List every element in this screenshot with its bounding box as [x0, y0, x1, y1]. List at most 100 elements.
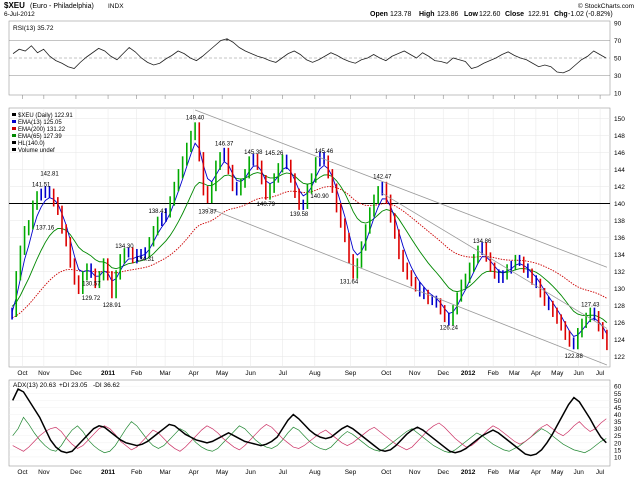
adx-tick-label: 30 [614, 426, 622, 433]
price-annotation: 137.16 [36, 226, 55, 232]
x-axis-label-price: Mar [509, 370, 521, 377]
adx-tick-label: 20 [614, 440, 622, 447]
price-annotation: 149.40 [186, 116, 205, 122]
price-annotation: 145.46 [315, 149, 334, 155]
legend-swatch [12, 127, 16, 130]
price-tick-label: 140 [614, 201, 625, 208]
price-tick-label: 134 [614, 252, 625, 259]
x-axis-label-adx: Feb [488, 469, 500, 476]
adx-tick-label: 15 [614, 447, 622, 454]
x-axis-label-adx: Jun [245, 469, 256, 476]
adx-tick-label: 35 [614, 419, 622, 426]
price-annotation: 126.24 [440, 325, 459, 331]
price-annotation: 122.88 [564, 354, 583, 360]
x-axis-label-price: Dec [437, 370, 449, 377]
price-tick-label: 150 [614, 116, 625, 123]
open-label: Open [370, 11, 388, 18]
rsi-tick-label: 10 [614, 91, 622, 98]
low-label: Low [464, 11, 479, 18]
price-annotation: 129.72 [82, 296, 101, 302]
x-axis-label-adx: Oct [17, 469, 27, 476]
x-axis-label-price: Nov [38, 370, 50, 377]
price-legend-entry: HL(140.0) [18, 141, 45, 147]
price-annotation: 130.57 [82, 282, 101, 288]
open-value: 123.78 [390, 11, 412, 18]
price-annotation: 139.58 [290, 212, 309, 218]
price-annotation: 142.81 [40, 172, 59, 178]
price-annotation: 146.37 [215, 141, 234, 147]
x-axis-label-price: 2012 [461, 370, 476, 377]
legend-swatch [12, 120, 16, 123]
legend-swatch [12, 148, 16, 151]
x-axis-label-adx: 2012 [461, 469, 476, 476]
x-axis-label-adx: May [216, 469, 229, 476]
x-axis-label-price: 2011 [101, 370, 115, 377]
adx-tick-label: 40 [614, 412, 622, 419]
x-axis-label-adx: Jun [573, 469, 584, 476]
price-tick-label: 148 [614, 133, 625, 140]
x-axis-label-price: Aug [309, 370, 321, 377]
price-annotation: 134.30 [115, 244, 134, 250]
x-axis-label-adx: Apr [531, 469, 542, 476]
legend-swatch [12, 113, 16, 116]
price-legend-entry: EMA(200) 131.22 [18, 127, 66, 133]
rsi-tick-label: 70 [614, 38, 622, 45]
high-value: 123.86 [437, 11, 459, 18]
close-value: 122.91 [528, 11, 550, 18]
rsi-tick-label: 50 [614, 56, 622, 63]
x-axis-label-adx: Feb [131, 469, 143, 476]
x-axis-label-adx: May [551, 469, 564, 476]
price-annotation: 140.90 [310, 194, 329, 200]
price-annotation: 139.87 [198, 210, 217, 216]
x-axis-label-price: Jul [596, 370, 605, 377]
x-axis-label-price: Jun [573, 370, 584, 377]
rsi-panel: 10 30 50 70 90 RSI(13) 35.72 [9, 21, 622, 98]
exchange-label: INDX [108, 3, 124, 10]
close-label: Close [505, 11, 524, 18]
watermark-text: © StockCharts.com [578, 2, 634, 10]
price-annotation: 138.41 [148, 209, 167, 215]
price-tick-label: 136 [614, 235, 625, 242]
price-annotation: 134.31 [136, 257, 155, 263]
x-axis-label-adx: Dec [437, 469, 449, 476]
x-axis-label-price: Feb [131, 370, 143, 377]
x-axis-label-price: Dec [70, 370, 82, 377]
x-axis-label-adx: Nov [409, 469, 421, 476]
price-tick-label: 130 [614, 286, 625, 293]
trendline [194, 109, 608, 268]
price-annotation: 140.79 [257, 202, 276, 208]
legend-swatch [12, 141, 16, 144]
price-panel: 122 124 126 128 130 132 134 136 138 140 142 144 146 1… [9, 108, 625, 367]
x-axis-label-price: Sep [345, 370, 357, 377]
x-axis-label-price: May [551, 370, 564, 377]
x-axis-label-adx: Dec [70, 469, 82, 476]
adx-panel-frame [8, 379, 611, 467]
x-axis-label-adx: Sep [345, 469, 357, 476]
price-annotation: 128.91 [103, 303, 122, 309]
adx-legend-entry: -DI 36.62 [93, 382, 120, 389]
price-tick-label: 128 [614, 303, 625, 310]
symbol-name: (Euro - Philadelphia) [30, 3, 94, 10]
x-axis-label-price: Feb [488, 370, 500, 377]
legend-swatch [12, 134, 16, 137]
price-annotation: 127.43 [581, 302, 600, 308]
x-axis-label-price: Oct [17, 370, 27, 377]
price-tick-label: 124 [614, 337, 625, 344]
x-axis-label-adx: Apr [189, 469, 200, 476]
x-axis-label-price: May [216, 370, 229, 377]
price-tick-label: 138 [614, 218, 625, 225]
adx-line [12, 388, 607, 457]
trendline [382, 192, 608, 329]
chg-label: Chg [554, 11, 568, 18]
price-legend-entry: EMA(65) 127.39 [18, 134, 62, 140]
price-annotation: 134.86 [473, 239, 492, 245]
rsi-legend: RSI(13) 35.72 [13, 25, 54, 32]
x-axis: Oct Oct Nov Nov Dec Dec 2011 2011 Feb Feb Mar Mar Ap… [17, 95, 605, 476]
adx-legend-entry: +DI 23.05 [59, 382, 88, 389]
price-annotation: 145.26 [265, 151, 284, 157]
trendline [207, 207, 608, 366]
price-legend-entry: $XEU (Daily) 122.91 [18, 113, 73, 119]
price-annotation: 131.64 [340, 280, 359, 286]
